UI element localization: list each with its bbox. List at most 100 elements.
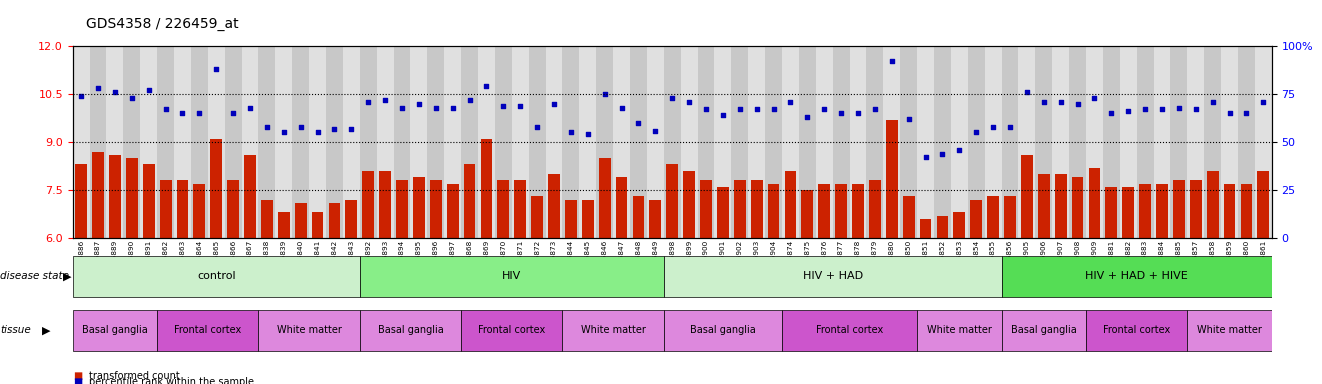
Point	[290, 124, 311, 130]
Text: HIV: HIV	[502, 271, 521, 281]
Text: disease state: disease state	[0, 271, 69, 281]
Bar	[1255, 46, 1272, 238]
Bar	[1052, 46, 1069, 238]
Point	[678, 99, 699, 105]
Bar	[394, 46, 410, 238]
Point	[949, 147, 970, 153]
Point	[172, 110, 193, 116]
Point	[1134, 106, 1155, 113]
Point	[222, 110, 243, 116]
Bar	[175, 46, 190, 238]
Bar	[836, 184, 847, 238]
Point	[358, 99, 379, 105]
Bar	[562, 310, 664, 351]
Bar	[479, 46, 494, 238]
Bar	[412, 177, 424, 238]
Bar	[1085, 310, 1187, 351]
Text: ▶: ▶	[42, 325, 50, 335]
Text: control: control	[197, 271, 235, 281]
Point	[763, 106, 784, 113]
Text: tissue: tissue	[0, 325, 30, 335]
Text: White matter: White matter	[580, 325, 645, 335]
Bar	[953, 212, 965, 238]
Point	[1219, 110, 1240, 116]
Bar	[664, 256, 1002, 297]
Bar	[988, 197, 999, 238]
Point	[915, 154, 936, 161]
Point	[324, 126, 345, 132]
Bar	[123, 46, 140, 238]
Bar	[295, 203, 307, 238]
Bar	[360, 256, 664, 297]
Bar	[494, 46, 512, 238]
Text: ■: ■	[73, 371, 82, 381]
Bar	[765, 46, 783, 238]
Bar	[936, 216, 948, 238]
Bar	[73, 310, 157, 351]
Point	[442, 104, 463, 111]
Bar	[631, 46, 646, 238]
Bar	[853, 184, 863, 238]
Bar	[208, 46, 225, 238]
Point	[628, 120, 649, 126]
Bar	[312, 212, 324, 238]
Bar	[1237, 46, 1255, 238]
Bar	[1005, 197, 1015, 238]
Bar	[259, 310, 360, 351]
Bar	[108, 155, 120, 238]
Point	[426, 104, 447, 111]
Point	[1253, 99, 1274, 105]
Bar	[1018, 46, 1035, 238]
Bar	[143, 164, 155, 238]
Bar	[783, 310, 917, 351]
Bar	[596, 46, 613, 238]
Bar	[259, 46, 275, 238]
Bar	[1187, 310, 1272, 351]
Bar	[360, 310, 461, 351]
Bar	[549, 174, 561, 238]
Bar	[1085, 46, 1103, 238]
Bar	[701, 180, 713, 238]
Point	[408, 101, 430, 107]
Text: ■: ■	[73, 377, 82, 384]
Point	[578, 131, 599, 137]
Point	[1017, 89, 1038, 95]
Point	[1202, 99, 1223, 105]
Bar	[93, 152, 104, 238]
Text: ▶: ▶	[63, 271, 71, 281]
Bar	[345, 200, 357, 238]
Bar	[531, 197, 543, 238]
Bar	[225, 46, 242, 238]
Bar	[1088, 168, 1100, 238]
Point	[1050, 99, 1071, 105]
Bar	[292, 46, 309, 238]
Bar	[1035, 46, 1052, 238]
Bar	[447, 184, 459, 238]
Point	[137, 87, 159, 93]
Point	[813, 106, 834, 113]
Text: Frontal cortex: Frontal cortex	[175, 325, 242, 335]
Bar	[160, 180, 172, 238]
Bar	[632, 197, 644, 238]
Bar	[900, 46, 917, 238]
Point	[155, 106, 176, 113]
Bar	[177, 180, 189, 238]
Bar	[917, 46, 935, 238]
Bar	[1120, 46, 1137, 238]
Bar	[1207, 171, 1219, 238]
Point	[1169, 104, 1190, 111]
Bar	[427, 46, 444, 238]
Bar	[649, 200, 661, 238]
Bar	[664, 310, 783, 351]
Point	[999, 124, 1021, 130]
Bar	[461, 46, 479, 238]
Bar	[968, 46, 985, 238]
Bar	[579, 46, 596, 238]
Bar	[278, 212, 290, 238]
Point	[797, 114, 818, 120]
Point	[256, 124, 278, 130]
Bar	[464, 164, 476, 238]
Bar	[1224, 184, 1236, 238]
Bar	[1002, 46, 1018, 238]
Bar	[935, 46, 951, 238]
